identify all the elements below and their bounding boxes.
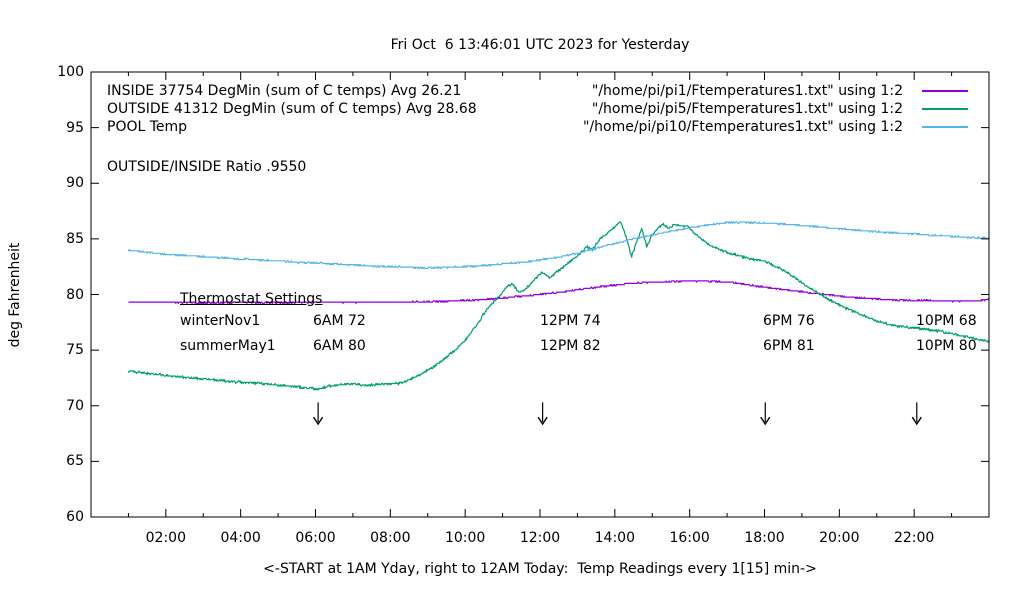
schedule-arrowhead-2 [760,416,771,426]
schedule-arrowhead-0 [313,416,324,426]
legend-file-inside: "/home/pi/pi1/Ftemperatures1.txt" using … [591,83,903,99]
y-tick-label: 100 [57,64,84,80]
x-tick-label: 16:00 [669,530,710,546]
legend-line-sample-outside [922,108,968,110]
y-tick-label: 70 [66,397,84,414]
y-axis-label: deg Fahrenheit [7,242,23,348]
legend-file-pool: "/home/pi/pi10/Ftemperatures1.txt" using… [582,119,903,135]
x-tick-label: 08:00 [370,530,411,546]
legend-line-sample-inside [922,90,968,92]
x-tick-label: 10:00 [444,530,486,546]
thermostat-winter-6am: 6AM 72 [313,313,366,329]
legend-label-pool: POOL Temp [107,119,188,135]
thermostat-settings-heading: Thermostat Settings [180,291,323,307]
x-tick-label: 20:00 [819,530,860,546]
legend-label-inside: INSIDE 37754 DegMin (sum of C temps) Avg… [107,83,462,99]
thermostat-winter-10pm: 10PM 68 [916,313,977,329]
legend-file-outside: "/home/pi/pi5/Ftemperatures1.txt" using … [591,101,903,117]
legend-label-outside: OUTSIDE 41312 DegMin (sum of C temps) Av… [107,101,477,117]
y-tick-label: 95 [66,119,84,136]
series-line-inside [128,280,990,304]
thermostat-summer-12pm: 12PM 82 [540,338,601,354]
schedule-arrowhead-3 [911,416,922,426]
x-tick-label: 02:00 [145,530,186,546]
ratio-annotation: OUTSIDE/INSIDE Ratio .9550 [107,159,307,175]
thermostat-summer-6pm: 6PM 81 [763,338,815,354]
y-tick-label: 80 [66,286,84,303]
y-tick-label: 85 [66,230,84,247]
thermostat-winter-6pm: 6PM 76 [763,313,815,329]
thermostat-summer-label: summerMay1 [180,338,276,354]
y-tick-label: 60 [66,509,84,525]
x-tick-label: 04:00 [220,530,261,546]
legend-line-sample-pool [922,126,968,128]
y-tick-label: 90 [66,175,84,192]
series-line-pool [127,221,990,269]
thermostat-winter-label: winterNov1 [180,313,261,329]
y-tick-label: 75 [66,342,84,359]
x-tick-label: 06:00 [295,530,336,546]
thermostat-summer-10pm: 10PM 80 [916,338,977,354]
x-tick-label: 22:00 [893,530,935,546]
chart-title: Fri Oct 6 13:46:01 UTC 2023 for Yesterda… [390,37,690,53]
schedule-arrowhead-1 [537,416,548,426]
series-line-outside [127,221,990,391]
thermostat-summer-6am: 6AM 80 [313,338,366,354]
x-tick-label: 12:00 [519,530,561,546]
x-axis-label: <-START at 1AM Yday, right to 12AM Today… [263,561,817,577]
x-tick-label: 18:00 [744,530,785,546]
x-tick-label: 14:00 [594,530,635,546]
y-tick-label: 65 [66,453,84,470]
thermostat-winter-12pm: 12PM 74 [540,313,601,329]
